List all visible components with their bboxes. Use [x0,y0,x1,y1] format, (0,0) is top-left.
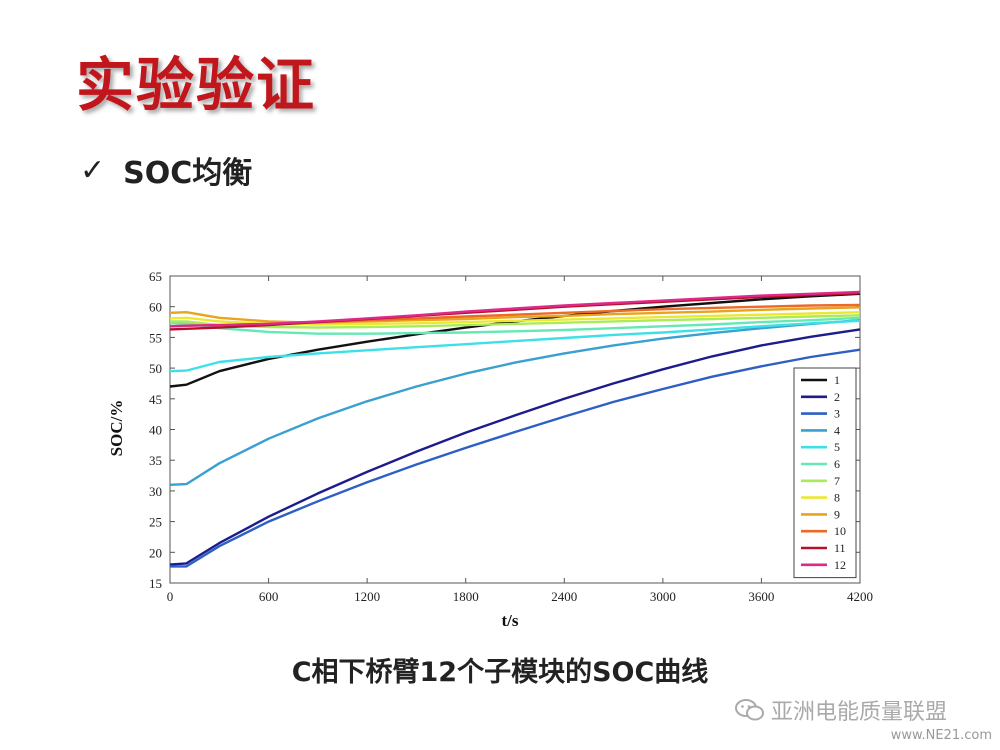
chart-lines [169,290,861,568]
y-tick-label: 15 [149,576,162,591]
chart-caption: C相下桥臂12个子模块的SOC曲线 [291,657,709,688]
legend-label-11: 11 [834,541,846,555]
y-tick-label: 35 [149,453,162,468]
x-tick-label: 1800 [453,589,479,604]
checkmark-icon: ✓ [80,152,106,188]
bullet-row: ✓ SOC均衡 [80,148,252,192]
legend-label-12: 12 [834,558,846,572]
x-tick-label: 2400 [551,589,577,604]
legend-label-6: 6 [834,457,840,471]
x-tick-label: 4200 [847,589,873,604]
y-tick-label: 30 [149,484,162,499]
x-tick-label: 0 [167,589,174,604]
legend-label-1: 1 [834,373,840,387]
legend-label-3: 3 [834,407,840,421]
bullet-text: SOC均衡 [123,156,253,191]
legend-label-5: 5 [834,440,840,454]
wechat-icon [735,699,764,721]
y-tick-label: 40 [149,423,162,438]
x-tick-label: 3600 [748,589,774,604]
series-line-5 [169,319,861,373]
series-line-6 [170,316,861,335]
legend-label-10: 10 [834,524,846,538]
y-axis-label: SOC/% [107,400,126,457]
y-tick-label: 50 [149,361,162,376]
x-tick-label: 1200 [354,589,380,604]
y-tick-label: 60 [149,300,162,315]
site-mark: www.NE21.com [890,728,992,743]
series-line-2 [169,328,861,566]
series-line-8 [169,311,861,326]
x-axis-label: t/s [502,611,519,630]
legend-label-7: 7 [834,474,840,488]
y-tick-label: 65 [149,269,162,284]
series-line-9 [169,306,861,324]
series-line-4 [169,319,861,486]
series-line-3 [170,348,861,568]
y-tick-label: 25 [149,515,162,530]
x-tick-label: 600 [259,589,279,604]
x-tick-label: 3000 [650,589,676,604]
legend-label-9: 9 [834,507,840,521]
slide-title: 实验验证 [76,51,317,119]
legend-label-4: 4 [834,423,840,437]
y-tick-label: 20 [149,545,162,560]
soc-line-chart: 0 600 1200 1800 2400 3000 3600 4200152025303540… [107,269,873,630]
series-line-11 [169,292,861,331]
watermark: 亚洲电能质量联盟 [735,694,947,726]
legend-label-8: 8 [834,491,840,505]
y-tick-label: 45 [149,392,162,407]
chart-axes: 0 600 1200 1800 2400 3000 3600 4200152025303540… [149,269,873,604]
y-tick-label: 55 [149,330,162,345]
series-line-12 [169,290,861,328]
watermark-text: 亚洲电能质量联盟 [771,700,948,725]
legend-label-2: 2 [834,390,840,404]
legend-box [793,367,857,579]
